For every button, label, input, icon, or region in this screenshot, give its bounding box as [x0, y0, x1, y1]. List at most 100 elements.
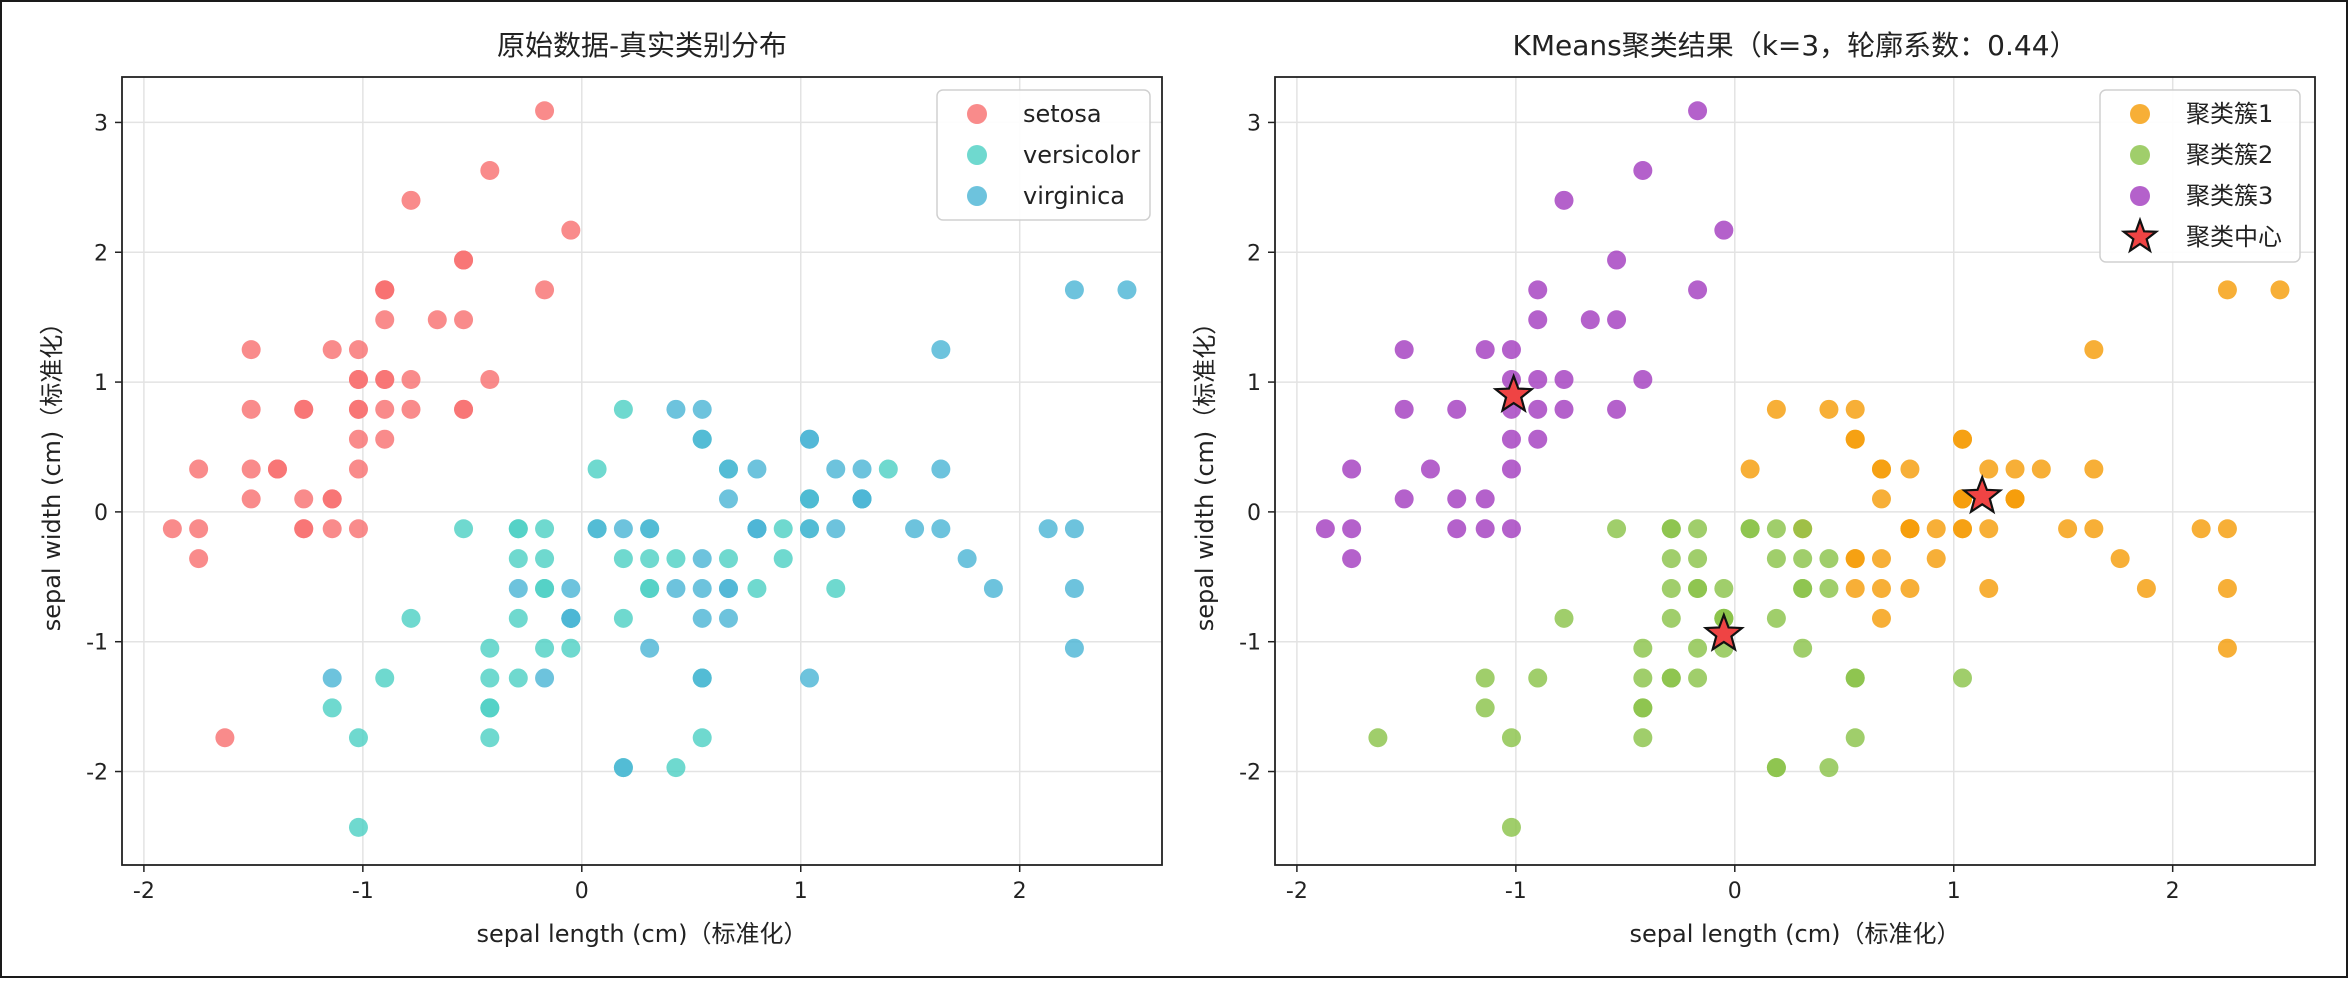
data-point	[1554, 369, 1574, 389]
legend: 聚类簇1 聚类簇2 聚类簇3 聚类中心	[2099, 89, 2301, 263]
centroid-star	[1702, 611, 1745, 652]
data-point	[1475, 698, 1495, 718]
data-point	[1501, 728, 1521, 748]
data-point	[1900, 578, 1920, 598]
plot-frame	[121, 76, 1163, 866]
legend-box	[936, 89, 1151, 221]
data-point	[799, 489, 819, 509]
data-point	[348, 728, 368, 748]
data-point	[1871, 578, 1891, 598]
chart-panel-1: -2 -1 0 1 2 -2 -1 0 1 2 3 原始数据-真实类别分布 sepal length (…	[38, 29, 1163, 948]
data-point	[1447, 399, 1467, 419]
data-point	[375, 369, 395, 389]
data-point	[2058, 519, 2078, 539]
data-point	[1607, 250, 1627, 270]
data-point	[1501, 340, 1521, 360]
data-point	[1064, 519, 1084, 539]
data-point	[1368, 728, 1388, 748]
data-point	[747, 578, 767, 598]
data-point	[480, 728, 500, 748]
data-point	[1766, 519, 1786, 539]
series-3	[1315, 101, 1734, 569]
x-axis-label: sepal length (cm)（标准化）	[1630, 920, 1961, 948]
data-point	[1979, 459, 1999, 479]
data-point	[1900, 459, 1920, 479]
data-point	[747, 519, 767, 539]
data-point	[826, 459, 846, 479]
data-point	[1038, 519, 1058, 539]
x-tick-label: 0	[1728, 879, 1742, 904]
data-point	[1845, 429, 1865, 449]
plot-frame	[1274, 76, 2316, 866]
data-point	[826, 578, 846, 598]
data-point	[613, 519, 633, 539]
data-point	[535, 549, 555, 569]
data-point	[1528, 399, 1548, 419]
data-point	[1979, 519, 1999, 539]
centroid-star	[1492, 372, 1535, 413]
data-point	[1475, 340, 1495, 360]
data-point	[294, 399, 314, 419]
data-point	[1501, 817, 1521, 837]
data-point	[2191, 519, 2211, 539]
data-point	[1845, 399, 1865, 419]
data-point	[1740, 459, 1760, 479]
data-point	[1952, 519, 1972, 539]
data-point	[852, 489, 872, 509]
y-axis-label: sepal width (cm)（标准化）	[1191, 311, 1219, 632]
data-point	[1501, 519, 1521, 539]
legend-label: versicolor	[1023, 141, 1140, 169]
x-tick-label: 1	[794, 879, 808, 904]
data-point	[454, 399, 474, 419]
data-point	[826, 519, 846, 539]
data-point	[1064, 578, 1084, 598]
data-point	[747, 459, 767, 479]
legend-label: virginica	[1023, 182, 1125, 210]
data-point	[1661, 668, 1681, 688]
data-point	[1688, 101, 1708, 121]
data-point	[1766, 608, 1786, 628]
x-tick-label: 2	[2166, 879, 2180, 904]
data-point	[1926, 549, 1946, 569]
data-point	[666, 399, 686, 419]
data-point	[2084, 340, 2104, 360]
data-point	[1819, 758, 1839, 778]
data-point	[561, 578, 581, 598]
data-point	[480, 638, 500, 658]
x-tick-label: -2	[133, 879, 155, 904]
legend-box	[2099, 89, 2301, 263]
data-point	[718, 489, 738, 509]
data-point	[773, 519, 793, 539]
data-point	[348, 340, 368, 360]
data-point	[1501, 429, 1521, 449]
legend-marker	[2130, 145, 2150, 165]
data-point	[1475, 519, 1495, 539]
legend-label: 聚类簇2	[2186, 141, 2273, 169]
data-point	[1394, 340, 1414, 360]
data-point	[587, 459, 607, 479]
legend: setosa versicolor virginica	[936, 89, 1151, 221]
data-point	[1528, 668, 1548, 688]
data-point	[1528, 369, 1548, 389]
data-point	[1661, 578, 1681, 598]
data-point	[1952, 668, 1972, 688]
data-point	[535, 668, 555, 688]
data-point	[983, 578, 1003, 598]
legend-label: setosa	[1023, 100, 1102, 128]
data-point	[561, 608, 581, 628]
data-point	[1766, 399, 1786, 419]
data-point	[878, 459, 898, 479]
data-point	[1475, 668, 1495, 688]
data-point	[1501, 459, 1521, 479]
data-point	[1633, 698, 1653, 718]
x-tick-label: 1	[1947, 879, 1961, 904]
data-point	[401, 608, 421, 628]
centroid-star	[1961, 474, 2004, 515]
data-point	[613, 608, 633, 628]
data-point	[348, 369, 368, 389]
y-tick-label: 3	[94, 111, 108, 136]
data-point	[1793, 519, 1813, 539]
data-point	[640, 638, 660, 658]
data-point	[1661, 519, 1681, 539]
